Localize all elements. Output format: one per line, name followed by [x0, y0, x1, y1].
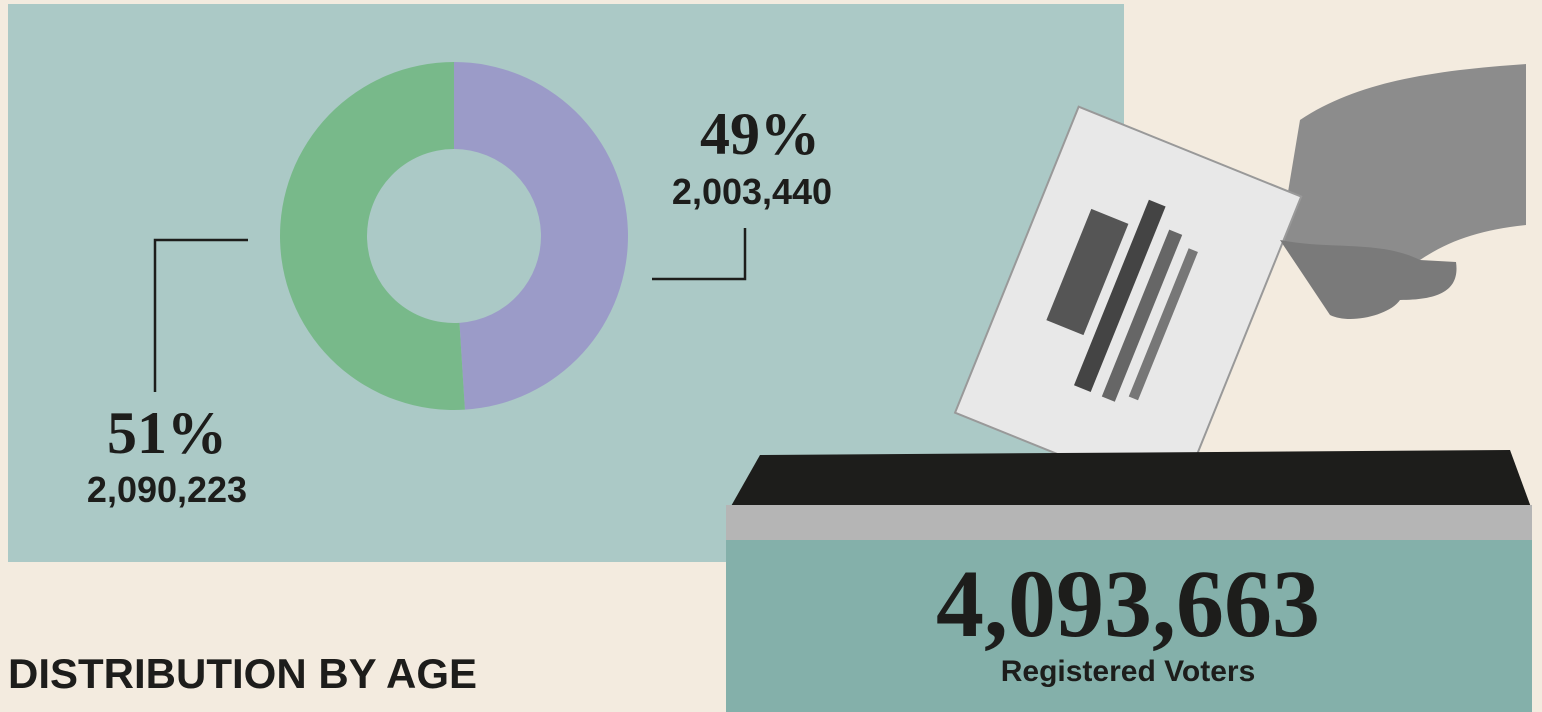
percent-label: 49% [700, 101, 820, 167]
percent-label: 51% [107, 400, 227, 466]
count-label: 2,003,440 [672, 171, 832, 212]
box-rim [726, 505, 1532, 541]
infographic: 49% 2,003,440 51% 2,090,223 4,093,663 Re… [0, 0, 1542, 712]
count-label: 2,090,223 [87, 469, 247, 510]
total-value: 4,093,663 [936, 550, 1320, 657]
section-heading: DISTRIBUTION BY AGE [8, 650, 477, 697]
total-caption: Registered Voters [1001, 655, 1256, 688]
